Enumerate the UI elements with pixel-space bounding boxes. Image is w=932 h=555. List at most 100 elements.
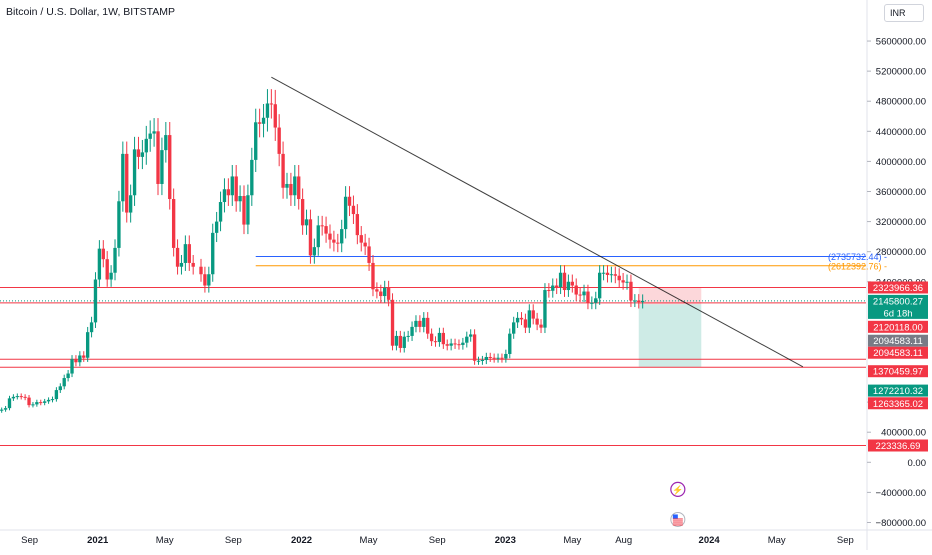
candle-body [160, 150, 164, 184]
price-tag-label: 1370459.97 [873, 367, 923, 378]
candle-body [390, 299, 395, 346]
position-stop-zone[interactable] [638, 287, 702, 305]
candle-body [58, 386, 62, 391]
price-tag [868, 346, 928, 359]
candle-body [144, 138, 148, 153]
candle-body [523, 319, 528, 328]
candle-body [50, 399, 55, 401]
candle-body [289, 183, 293, 196]
candle-body [105, 259, 109, 280]
candle-body [617, 275, 621, 281]
candle-body [386, 287, 391, 300]
candle-body [148, 133, 152, 139]
candle-body [469, 334, 473, 337]
x-tick-label: May [563, 535, 581, 546]
candle-body [570, 281, 574, 286]
candle-body [261, 117, 266, 124]
x-tick-label: Sep [429, 535, 446, 546]
price-tag-label: 223336.69 [876, 441, 921, 452]
candle-body [461, 342, 465, 345]
candle-body [340, 229, 344, 244]
candle-body [586, 291, 590, 303]
candle-body [250, 159, 254, 196]
candle-body [125, 153, 129, 213]
currency-selector-button[interactable]: INR [884, 4, 924, 22]
candle-body [480, 359, 485, 361]
candle-body [449, 343, 453, 346]
candle-body [101, 248, 105, 260]
flag-stripe [672, 524, 683, 526]
candle-body [113, 247, 117, 273]
candle-body [89, 322, 94, 333]
price-tag-label: 1263365.02 [873, 399, 923, 410]
candle-body [140, 152, 145, 157]
candle-body [285, 183, 289, 188]
candle-body [82, 355, 86, 358]
candle-body [214, 221, 219, 233]
candle-body [11, 396, 16, 399]
y-tick-label: −800000.00 [876, 518, 926, 529]
candle-body [554, 285, 559, 288]
candle-body [371, 262, 375, 290]
y-tick-label: 2800000.00 [876, 247, 926, 258]
chart-title: Bitcoin / U.S. Dollar, 1W, BITSTAMP [6, 6, 176, 18]
candle-body [304, 219, 309, 226]
candle-body [328, 233, 332, 240]
candle-body [191, 262, 195, 267]
candle-body [398, 335, 403, 348]
candle-body [515, 317, 520, 323]
candle-body [97, 248, 102, 280]
lightning-icon-glyph: ⚡ [672, 484, 683, 496]
candle-body [574, 285, 578, 295]
candle-body [179, 262, 184, 267]
candle-body [640, 300, 645, 303]
position-target-zone[interactable] [638, 304, 702, 368]
trend-line[interactable] [271, 76, 804, 368]
price-tag-label: 2145800.27 [873, 296, 923, 307]
candle-body [207, 274, 211, 286]
candle-body [465, 336, 469, 343]
lightning-icon[interactable] [670, 481, 686, 497]
candle-body [355, 214, 360, 236]
candle-body [332, 239, 336, 243]
candle-body [633, 300, 637, 302]
y-tick-label: 4000000.00 [876, 157, 926, 168]
candle-body [39, 402, 43, 404]
candle-body [3, 408, 8, 410]
x-tick-label: May [768, 535, 786, 546]
candle-body [117, 201, 121, 248]
candle-body [269, 103, 274, 105]
candle-body [578, 294, 582, 296]
candle-body [183, 244, 188, 263]
candle-body [234, 176, 238, 202]
candle-body [527, 310, 531, 328]
x-tick-label: 2023 [495, 535, 516, 546]
y-tick-label: 4800000.00 [876, 97, 926, 108]
flag-stripe [672, 522, 683, 524]
candle-body [300, 199, 305, 226]
candle-body [42, 401, 47, 403]
candle-body [211, 232, 215, 275]
candle-body [312, 247, 317, 256]
candle-body [152, 131, 156, 134]
candle-body [394, 335, 399, 346]
candle-body [609, 274, 614, 276]
candle-body [582, 291, 586, 296]
x-tick-label: 2024 [699, 535, 721, 546]
candle-body [476, 360, 481, 362]
candle-body [66, 373, 70, 379]
candle-body [31, 404, 35, 406]
candle-body [257, 122, 262, 124]
candle-body [121, 153, 125, 202]
candle-body [171, 199, 176, 248]
candle-body [132, 149, 137, 196]
price-tag [868, 320, 928, 333]
candle-body [594, 298, 598, 303]
candle-body [164, 135, 168, 151]
candle-body [62, 378, 66, 387]
candle-body [15, 396, 19, 398]
x-tick-label: Aug [615, 535, 632, 546]
candle-body [320, 225, 324, 227]
